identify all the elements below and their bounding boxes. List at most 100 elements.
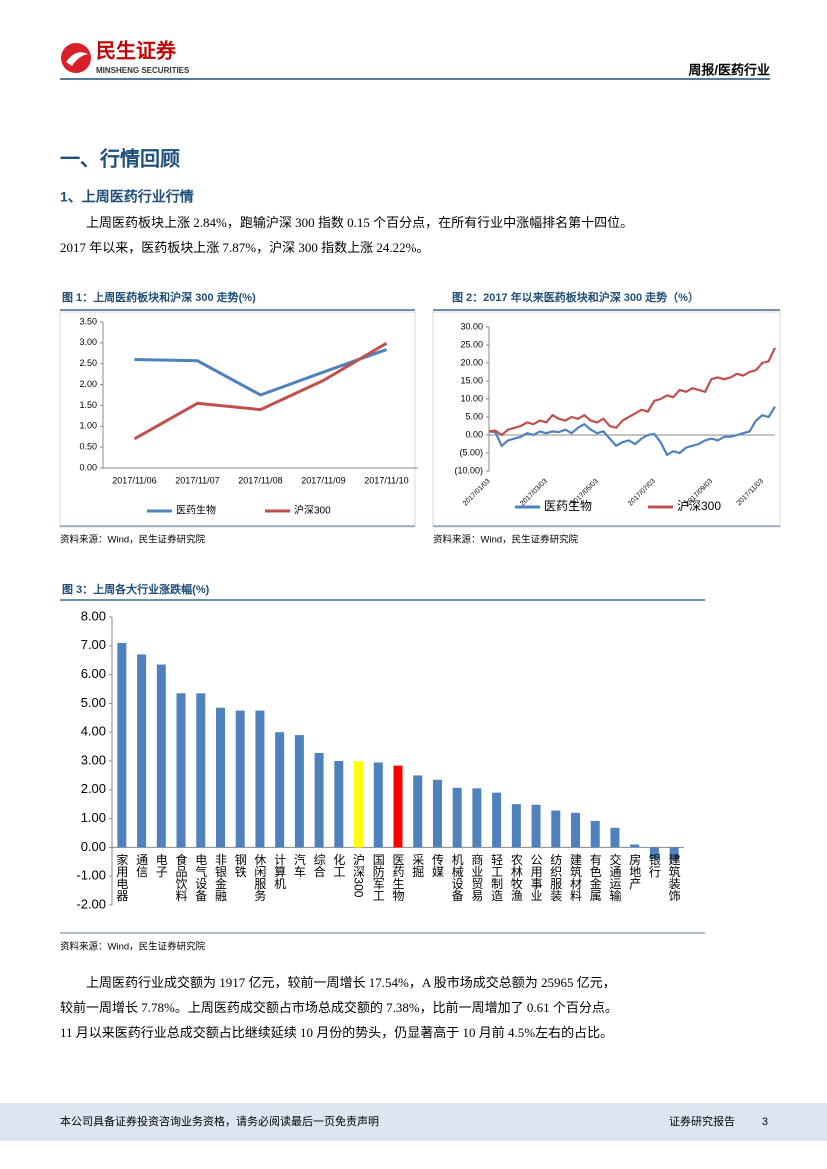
x-tick-label: 2017/11/09 <box>301 475 345 485</box>
bar <box>590 820 600 848</box>
bar <box>511 804 521 848</box>
chart-frame <box>59 311 416 528</box>
x-tick-label: 汽车 <box>292 852 306 878</box>
bar <box>117 642 127 848</box>
x-tick-label: 2017/11/06 <box>112 475 156 485</box>
bar <box>215 707 225 848</box>
series-line <box>488 406 776 457</box>
x-tick-label: 2017/11/03 <box>736 478 765 507</box>
y-tick-label: 8.00 <box>81 608 106 623</box>
y-tick-label: 0.00 <box>465 429 483 439</box>
x-tick-label: 有色金属 <box>588 853 602 902</box>
source-note: 资料来源：Wind，民生证券研究院 <box>60 534 206 546</box>
legend-label: 沪深300 <box>294 504 331 517</box>
y-tick-label: 0.00 <box>79 462 97 472</box>
x-tick-label: 非银金融 <box>213 853 227 902</box>
bar <box>196 693 206 848</box>
bar <box>492 792 502 848</box>
x-tick-label: 2017/11/08 <box>238 475 282 485</box>
chart-frame <box>432 311 781 528</box>
y-tick-label: -1.00 <box>76 868 106 883</box>
subsection-title: 1、上周医药行业行情 <box>60 189 194 205</box>
x-tick-label: 传媒 <box>430 852 444 877</box>
y-tick-label: 5.00 <box>81 695 106 710</box>
x-tick-label: 综合 <box>312 853 326 877</box>
bar <box>472 788 482 848</box>
x-tick-label: 2017/11/10 <box>364 475 408 485</box>
y-tick-label: 7.00 <box>81 637 106 652</box>
y-tick-label: 1.00 <box>79 421 97 431</box>
footer-band <box>0 1103 827 1141</box>
x-tick-label: 化工 <box>332 853 346 877</box>
bar <box>669 847 679 861</box>
y-tick-label: 2.00 <box>79 379 97 389</box>
source-note: 资料来源：Wind，民生证券研究院 <box>433 534 579 546</box>
x-tick-label: 农林牧渔 <box>509 853 523 901</box>
bar <box>531 804 541 848</box>
bar <box>314 752 324 848</box>
x-tick-label: 2017/11/07 <box>175 475 219 485</box>
bar <box>294 735 304 848</box>
y-tick-label: 30.00 <box>460 321 483 331</box>
y-tick-label: 4.00 <box>81 724 106 739</box>
x-tick-label: 医药生物 <box>391 853 405 901</box>
bar <box>176 693 186 848</box>
series-line <box>488 347 776 437</box>
y-tick-label: 6.00 <box>81 666 106 681</box>
y-tick-label: 3.00 <box>81 752 106 767</box>
logo-swoosh <box>66 52 88 66</box>
y-tick-label: 2.50 <box>79 358 97 368</box>
y-tick-label: 3.50 <box>79 316 97 326</box>
legend-label: 医药生物 <box>544 499 592 513</box>
section-title: 一、行情回顾 <box>60 146 180 170</box>
y-tick-label: 5.00 <box>465 411 483 421</box>
x-tick-label: 通信 <box>135 853 149 878</box>
bar <box>610 827 620 848</box>
figure-title: 图 1：上周医药板块和沪深 300 走势(%) <box>62 290 256 304</box>
y-tick-label: 10.00 <box>460 393 483 403</box>
y-tick-label: 0.50 <box>79 442 97 452</box>
x-tick-label: 休闲服务 <box>253 853 267 901</box>
logo-en: MINSHENG SECURITIES <box>96 66 190 75</box>
x-tick-label: 家用电器 <box>115 852 129 902</box>
y-tick-label: (5.00) <box>459 447 483 457</box>
paragraph: 上周医药板块上涨 2.84%，跑输沪深 300 指数 0.15 个百分点，在所有… <box>60 215 634 255</box>
y-tick-label: (10.00) <box>454 465 483 475</box>
x-tick-label: 2017/01/03 <box>462 478 492 508</box>
source-note: 资料来源：Wind，民生证券研究院 <box>60 941 206 953</box>
bar <box>137 654 147 848</box>
x-tick-label: 食品饮料 <box>174 852 188 901</box>
x-tick-label: 沪深300 <box>352 853 366 898</box>
x-tick-label: 国防军工 <box>371 853 385 901</box>
x-tick-label: 公用事业 <box>529 853 543 901</box>
x-tick-label: 机械设备 <box>450 853 464 902</box>
x-tick-label: 建筑装饰 <box>667 853 681 901</box>
bar <box>432 779 442 848</box>
bar <box>334 761 344 848</box>
bar <box>373 762 383 848</box>
report-type: 周报/医药行业 <box>688 62 770 77</box>
y-tick-label: 2.00 <box>81 781 106 796</box>
bar <box>235 710 245 848</box>
legend-label: 医药生物 <box>176 504 216 517</box>
bar <box>354 761 364 848</box>
bar <box>649 847 659 859</box>
x-tick-label: 纺织服装 <box>549 853 563 902</box>
legend-label: 沪深300 <box>677 499 721 513</box>
bar <box>630 844 640 848</box>
y-tick-label: 1.50 <box>79 400 97 410</box>
footer-label: 证券研究报告 <box>669 1114 735 1128</box>
page-number: 3 <box>762 1116 768 1128</box>
bar <box>413 775 423 848</box>
footer-disclaimer: 本公司具备证券投资咨询业务资格，请务必阅读最后一页免责声明 <box>60 1114 379 1128</box>
y-tick-label: 1.00 <box>81 810 106 825</box>
x-tick-label: 房地产 <box>628 852 642 890</box>
y-tick-label: 15.00 <box>460 375 483 385</box>
x-tick-label: 轻工制造 <box>490 853 504 901</box>
paragraph: 上周医药行业成交额为 1917 亿元，较前一周增长 17.54%，A 股市场成交… <box>60 975 618 1040</box>
x-tick-label: 交通运输 <box>608 852 622 902</box>
y-tick-label: 0.00 <box>81 839 106 854</box>
bar <box>275 732 285 848</box>
